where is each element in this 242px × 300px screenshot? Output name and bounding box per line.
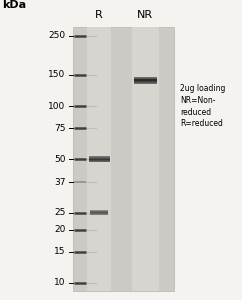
- Bar: [134, 81, 157, 82]
- Text: 37: 37: [54, 178, 65, 187]
- Text: 150: 150: [48, 70, 65, 80]
- Text: 75: 75: [54, 124, 65, 133]
- Bar: [90, 210, 108, 211]
- Text: 15: 15: [54, 247, 65, 256]
- Bar: [134, 80, 157, 81]
- Text: R: R: [95, 10, 103, 20]
- Bar: [89, 158, 110, 159]
- Text: NR: NR: [137, 10, 153, 20]
- Bar: [90, 211, 108, 212]
- Text: kDa: kDa: [2, 1, 27, 10]
- Text: 25: 25: [54, 208, 65, 217]
- Bar: [134, 78, 157, 79]
- Text: 10: 10: [54, 278, 65, 287]
- Bar: [89, 156, 110, 157]
- Bar: [89, 159, 110, 160]
- Text: 100: 100: [48, 102, 65, 111]
- Bar: [134, 79, 157, 80]
- Text: 50: 50: [54, 155, 65, 164]
- Text: 250: 250: [48, 31, 65, 40]
- Bar: [89, 161, 110, 162]
- Bar: [90, 214, 108, 215]
- Bar: [134, 82, 157, 83]
- Bar: [134, 77, 157, 78]
- Bar: [87, 27, 111, 291]
- Bar: [132, 27, 159, 291]
- Bar: [89, 157, 110, 158]
- Bar: [89, 160, 110, 161]
- Text: 20: 20: [54, 225, 65, 234]
- Text: 2ug loading
NR=Non-
reduced
R=reduced: 2ug loading NR=Non- reduced R=reduced: [180, 84, 226, 128]
- Bar: [90, 213, 108, 214]
- Bar: [73, 27, 174, 291]
- Bar: [90, 212, 108, 213]
